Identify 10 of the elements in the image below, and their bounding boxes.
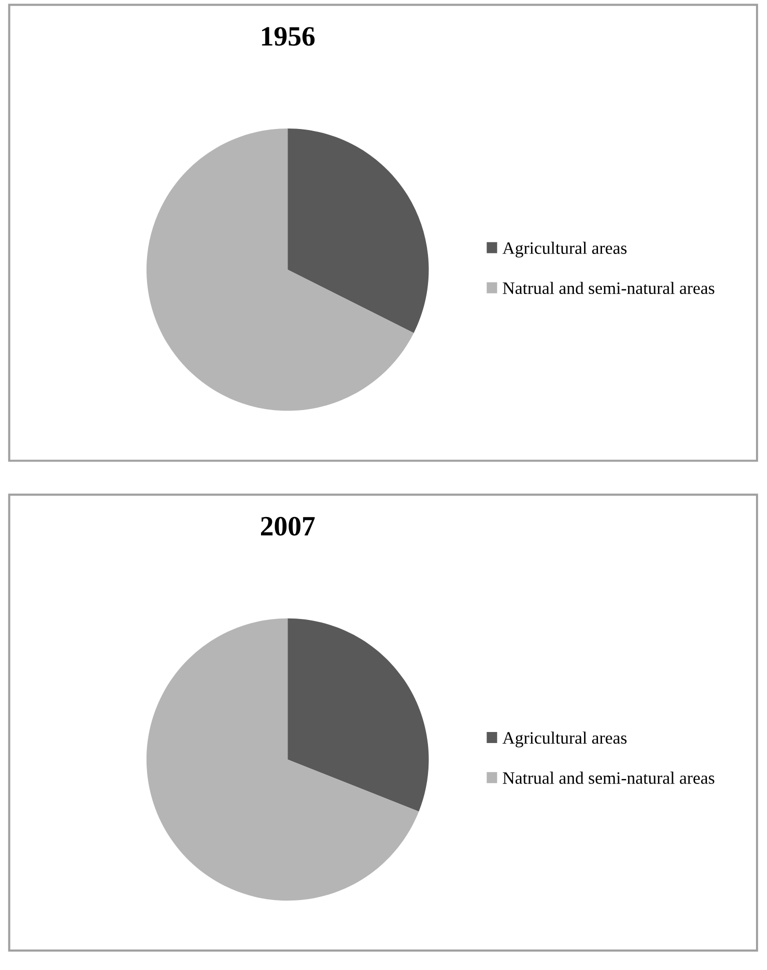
- pie-slice: [288, 128, 429, 333]
- pie-slice: [146, 128, 414, 411]
- pie-slice: [146, 618, 419, 901]
- chart-title: 1956: [262, 27, 315, 46]
- pie-slice: [288, 618, 429, 812]
- chart-title: 2007: [261, 516, 315, 536]
- legend-label: Natrual and semi-natural areas: [502, 772, 714, 784]
- legend-label: Agricultural areas: [502, 242, 627, 258]
- legend-label: Natrual and semi-natural areas: [502, 282, 714, 294]
- legend-label: Agricultural areas: [502, 732, 627, 748]
